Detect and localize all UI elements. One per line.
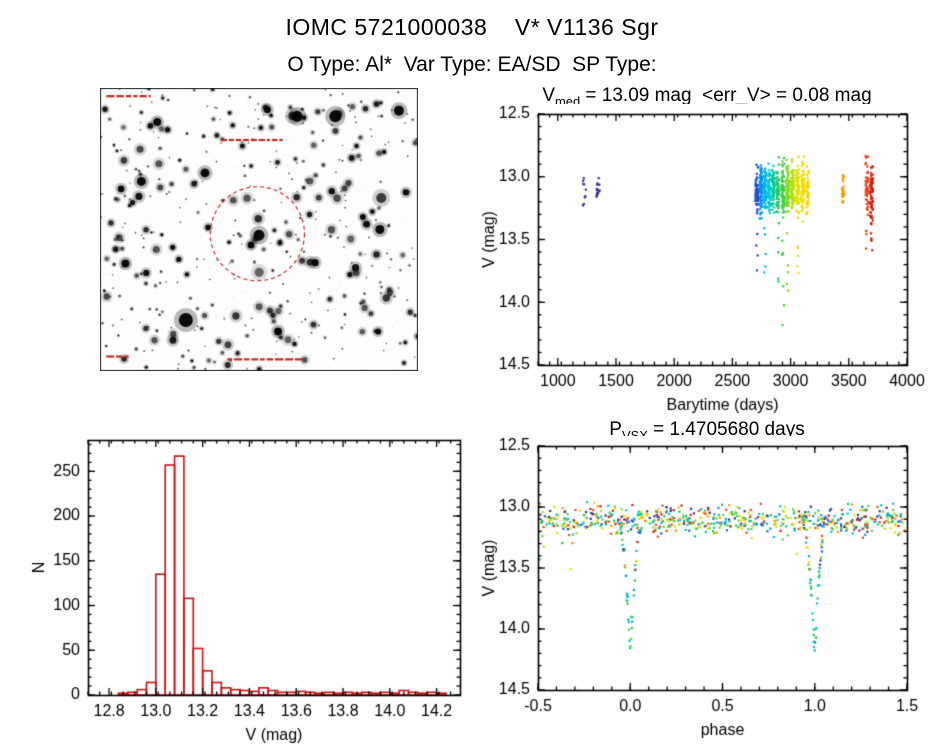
period-symbol: P [609, 419, 622, 440]
page-subtitle: O Type: Al* Var Type: EA/SD SP Type: [287, 53, 657, 76]
period-value: = 1.4705680 days [647, 419, 805, 440]
vmed-symbol: V [542, 85, 556, 106]
lightcurve-title: Vmed = 13.09 mag <err_V> = 0.08 mag [470, 85, 944, 109]
vmed-value: = 13.09 mag <err_V> = 0.08 mag [580, 85, 872, 106]
barytime-lightcurve-plot [470, 104, 944, 416]
page-title: IOMC 5721000038 V* V1136 Sgr [285, 14, 659, 40]
magnitude-histogram-plot [22, 428, 472, 746]
phase-title: PVSX = 1.4705680 days [470, 419, 944, 443]
finder-chart-image [100, 88, 418, 371]
phase-folded-plot [470, 436, 944, 747]
